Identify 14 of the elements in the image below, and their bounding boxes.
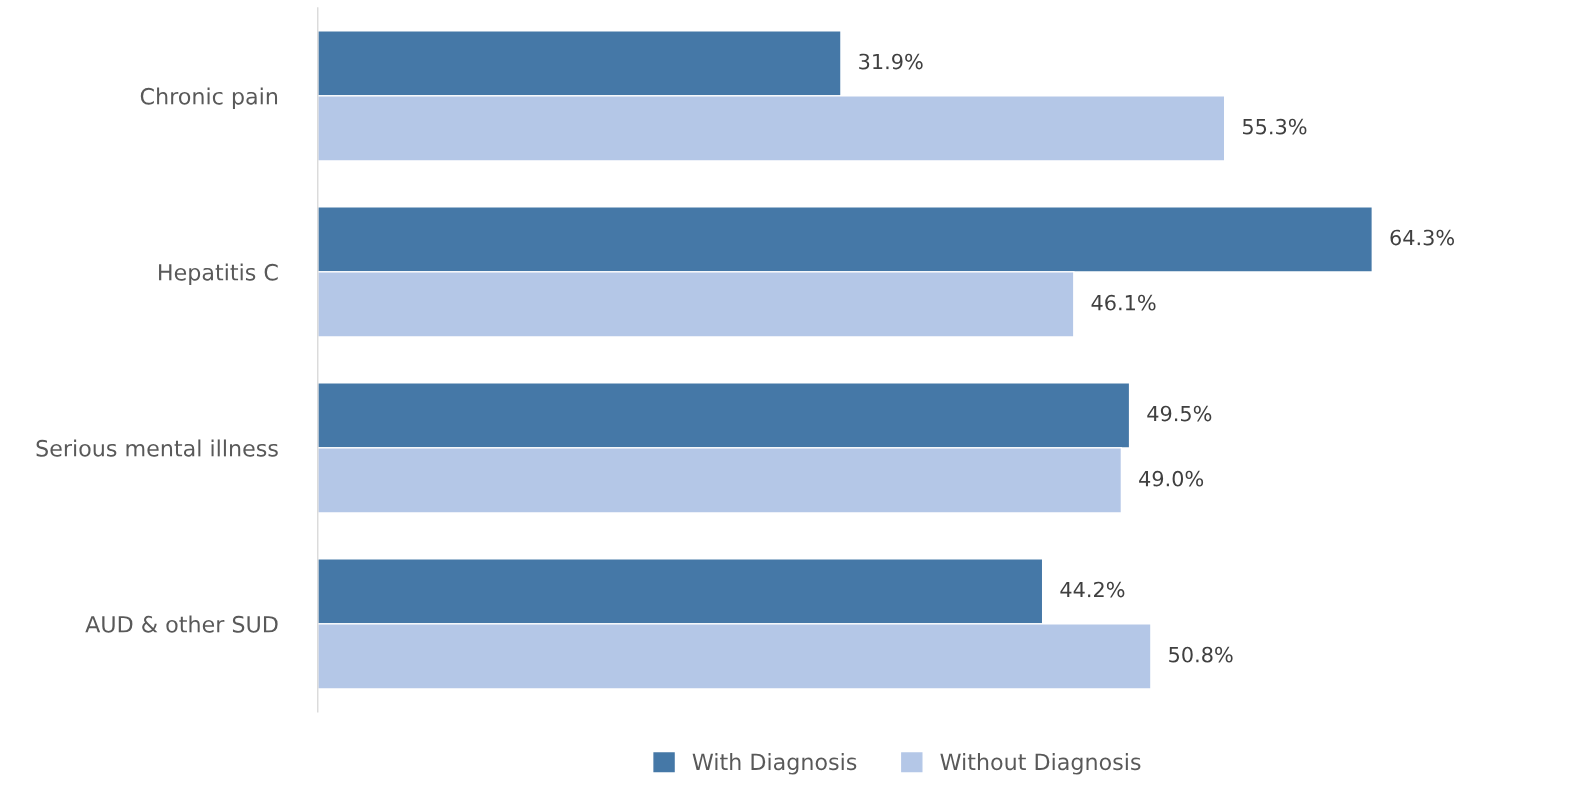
- y-tick-label: Serious mental illness: [36, 439, 278, 457]
- y-tick-label: AUD & other SUD: [85, 615, 278, 633]
- data-label: 44.2%: [1060, 581, 1125, 598]
- data-label: 46.1%: [1091, 294, 1156, 311]
- data-label: 50.8%: [1169, 646, 1233, 663]
- legend-label: With Diagnosis: [692, 753, 857, 775]
- data-label: 49.5%: [1147, 405, 1212, 422]
- data-label: 55.3%: [1242, 118, 1307, 135]
- data-label: 49.0%: [1139, 470, 1204, 487]
- y-tick-label: Hepatitis C: [159, 263, 278, 285]
- data-label: 64.3%: [1390, 229, 1455, 246]
- y-tick-label: Chronic pain: [140, 87, 278, 109]
- data-label: 31.9%: [859, 53, 923, 70]
- legend-label: Without Diagnosis: [940, 753, 1141, 775]
